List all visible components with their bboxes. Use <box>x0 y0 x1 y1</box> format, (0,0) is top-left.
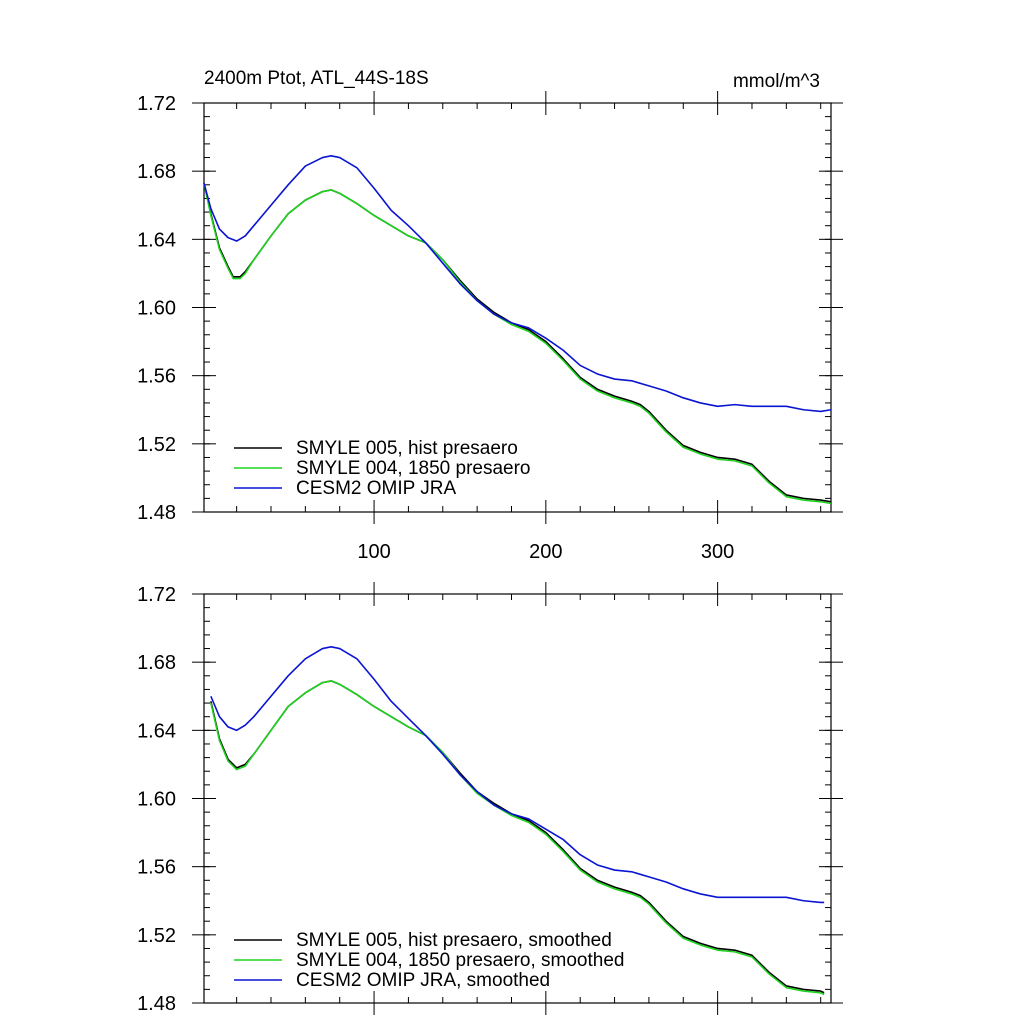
series-line-2 <box>203 155 832 413</box>
x-tick-label: 200 <box>529 541 562 563</box>
panel-bottom: 1.48 1.52 1.56 1.60 1.64 1.68 1.72 SMYLE 005, h… <box>137 582 843 1015</box>
legend-label: SMYLE 005, hist presaero, smoothed <box>296 930 612 951</box>
y-tick-label: 1.64 <box>137 720 176 742</box>
y-tick-label: 1.64 <box>137 229 176 251</box>
y-tick-label: 1.68 <box>137 652 176 674</box>
legend-label: SMYLE 005, hist presaero <box>296 438 518 459</box>
units-label: mmol/m^3 <box>733 71 820 92</box>
y-tick-label: 1.48 <box>137 502 176 524</box>
y-tick-label: 1.56 <box>137 366 176 388</box>
y-tick-label: 1.48 <box>137 993 176 1015</box>
y-tick-label: 1.60 <box>137 789 176 811</box>
y-tick-label: 1.52 <box>137 925 176 947</box>
chart-title: 2400m Ptot, ATL_44S-18S <box>204 68 429 89</box>
legend-label: SMYLE 004, 1850 presaero <box>296 458 531 479</box>
x-tick-label: 300 <box>701 541 734 563</box>
y-tick-label: 1.72 <box>137 93 176 115</box>
series-line-2 <box>210 646 825 904</box>
legend-label: CESM2 OMIP JRA, smoothed <box>296 970 550 991</box>
x-tick-label: 100 <box>357 541 390 563</box>
y-tick-label: 1.56 <box>137 857 176 879</box>
y-tick-label: 1.72 <box>137 584 176 606</box>
y-tick-label: 1.52 <box>137 434 176 456</box>
panel-top: 1.48 1.52 1.56 1.60 1.64 1.68 1.72 100 200 300 SMY… <box>137 91 843 563</box>
legend-label: CESM2 OMIP JRA <box>296 478 456 499</box>
y-tick-label: 1.60 <box>137 298 176 320</box>
y-tick-label: 1.68 <box>137 161 176 183</box>
legend-label: SMYLE 004, 1850 presaero, smoothed <box>296 950 624 971</box>
